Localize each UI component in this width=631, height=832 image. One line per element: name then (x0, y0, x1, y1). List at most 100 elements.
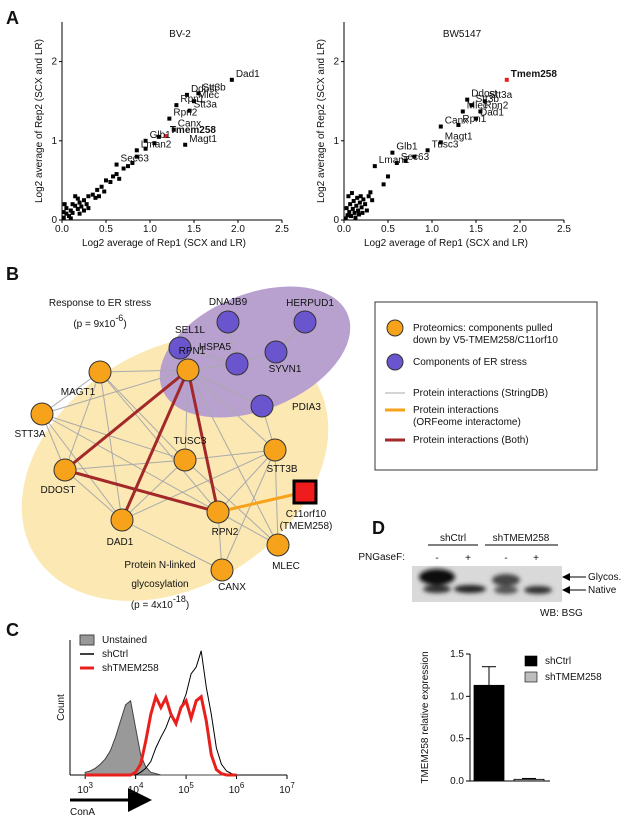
y-tick-label: 1 (333, 136, 339, 147)
data-point (356, 212, 361, 217)
legend-label: Protein interactions (413, 405, 499, 416)
panel-label: A (6, 8, 19, 28)
node-label: CANX (218, 582, 246, 593)
data-point (350, 206, 355, 211)
data-point (99, 184, 104, 189)
data-point (229, 77, 234, 82)
data-point (117, 176, 122, 181)
data-point (438, 140, 443, 145)
data-point (478, 109, 483, 114)
node-label: MAGT1 (61, 387, 96, 398)
node-label: RPN1 (179, 346, 206, 357)
data-point (381, 182, 386, 187)
data-point (353, 215, 358, 220)
band-label: Glycos. (588, 572, 621, 583)
data-point (504, 77, 509, 82)
interaction-edge (99, 371, 123, 521)
node-label: HSPA5 (199, 342, 231, 353)
data-point (425, 148, 430, 153)
legend-swatch (524, 655, 538, 667)
data-point (152, 141, 157, 146)
protein-node (210, 558, 234, 582)
data-point (482, 99, 487, 104)
data-point (95, 187, 100, 192)
data-point (143, 138, 148, 143)
data-point (351, 198, 356, 203)
series-line (84, 699, 237, 776)
tick-exponent: 7 (290, 781, 295, 790)
tick-exponent: 6 (240, 781, 245, 790)
data-point (61, 210, 66, 215)
data-point (192, 99, 196, 104)
data-point (77, 211, 82, 216)
interaction-edge (64, 459, 186, 471)
data-point (196, 91, 201, 96)
interaction-edge (186, 369, 220, 513)
protein-node (88, 360, 112, 384)
data-point (364, 208, 369, 213)
data-point (460, 109, 465, 114)
data-point (183, 142, 188, 147)
protein-node (266, 533, 290, 557)
data-point (64, 211, 69, 216)
term-name: Protein N-linked (124, 560, 195, 571)
point-label: Rpn1 (462, 114, 486, 125)
protein-node (173, 448, 197, 472)
antibody-label: WB: BSG (540, 608, 583, 619)
data-point (412, 154, 417, 159)
interaction-edge (41, 369, 189, 415)
node-label: SYVN1 (269, 364, 302, 375)
tick-base: 10 (128, 785, 140, 796)
node-label: TUSC3 (174, 436, 207, 447)
data-point (348, 202, 353, 207)
y-tick-label: 1.0 (450, 691, 464, 702)
interaction-edge (64, 468, 219, 514)
tick-base: 10 (77, 785, 89, 796)
data-point (174, 103, 179, 108)
data-point (104, 178, 108, 183)
legend-label: shCtrl (545, 656, 571, 667)
protein-node (53, 458, 77, 482)
treatment: + (533, 553, 539, 564)
y-tick-label: 0 (51, 215, 57, 226)
data-point (84, 202, 89, 207)
y-tick-label: 0.5 (450, 734, 464, 745)
p-suffix: ) (186, 600, 189, 611)
data-point (360, 210, 365, 215)
interaction-edge (187, 369, 276, 451)
protein-node (250, 394, 274, 418)
legend-swatch (524, 671, 538, 683)
x-tick-label: 0.0 (337, 224, 351, 235)
data-point (126, 164, 130, 169)
bar (513, 778, 545, 782)
y-axis-label: TMEM258 relative expression (420, 651, 431, 783)
data-point (171, 127, 176, 132)
data-point (346, 194, 351, 199)
treatment: - (504, 553, 507, 564)
legend-label: Protein interactions (StringDB) (413, 388, 548, 399)
node-label: DAD1 (107, 537, 134, 548)
interaction-edge (41, 413, 219, 513)
node-sublabel: (TMEM258) (280, 521, 333, 532)
data-point (86, 206, 91, 211)
node-label: STT3A (14, 429, 45, 440)
x-tick-label: 106 (229, 781, 245, 796)
data-point (86, 194, 91, 199)
protein-node (263, 438, 287, 462)
data-point (403, 158, 408, 163)
point-label: Glb1 (396, 142, 418, 153)
legend-label: shCtrl (102, 649, 128, 660)
data-point (394, 160, 399, 165)
data-point (344, 206, 349, 211)
legend-marker (386, 319, 404, 337)
point-label: Rpn1 (180, 94, 204, 105)
data-point (93, 195, 98, 200)
interaction-edge (64, 469, 123, 521)
series-line (85, 692, 237, 777)
data-point (90, 192, 95, 197)
data-point (79, 204, 84, 209)
y-axis-label: Count (56, 694, 67, 721)
x-tick-label: 107 (279, 781, 295, 796)
x-tick-label: 2.5 (275, 224, 289, 235)
y-axis-label: Log2 average of Rep2 (SCX and LR) (316, 39, 327, 203)
